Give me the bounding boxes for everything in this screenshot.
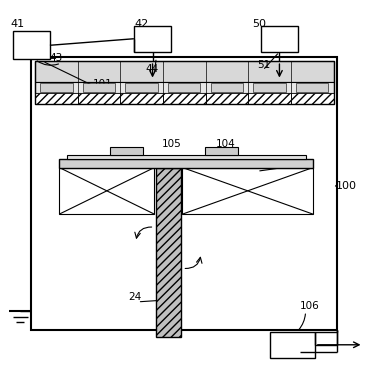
Bar bbox=[248, 93, 291, 104]
Bar bbox=[156, 167, 180, 337]
Text: 41: 41 bbox=[11, 20, 25, 29]
Bar bbox=[126, 83, 158, 93]
Bar bbox=[40, 83, 73, 93]
Bar bbox=[211, 83, 243, 93]
Bar bbox=[35, 61, 334, 82]
Bar bbox=[59, 159, 313, 167]
Bar bbox=[35, 82, 334, 93]
Text: 105: 105 bbox=[162, 139, 182, 149]
Text: 42: 42 bbox=[134, 20, 149, 29]
Bar bbox=[31, 57, 337, 330]
Bar bbox=[77, 93, 120, 104]
Text: 44: 44 bbox=[145, 64, 158, 74]
Text: 106: 106 bbox=[300, 301, 320, 311]
Bar bbox=[182, 167, 313, 214]
Bar bbox=[67, 155, 306, 159]
Bar bbox=[291, 93, 334, 104]
Bar bbox=[261, 26, 298, 52]
Text: 104: 104 bbox=[216, 139, 236, 149]
Bar bbox=[134, 26, 171, 52]
Bar bbox=[163, 93, 206, 104]
Text: 24: 24 bbox=[128, 292, 141, 302]
Bar bbox=[296, 83, 329, 93]
Bar bbox=[110, 147, 143, 155]
Bar bbox=[35, 93, 77, 104]
Text: 51: 51 bbox=[257, 61, 270, 70]
Text: 50: 50 bbox=[252, 20, 266, 29]
Bar bbox=[120, 93, 163, 104]
Bar bbox=[12, 31, 50, 59]
Bar bbox=[270, 332, 315, 358]
Bar bbox=[206, 93, 248, 104]
Bar bbox=[253, 83, 286, 93]
Bar bbox=[168, 83, 200, 93]
Bar bbox=[59, 167, 155, 214]
Text: 101: 101 bbox=[93, 79, 112, 89]
Text: 43: 43 bbox=[50, 53, 63, 63]
Bar bbox=[83, 83, 115, 93]
Text: 103: 103 bbox=[255, 161, 275, 171]
Bar bbox=[205, 147, 238, 155]
Bar bbox=[35, 61, 334, 104]
Text: 100: 100 bbox=[335, 181, 356, 191]
